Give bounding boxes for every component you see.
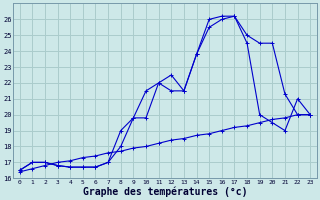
X-axis label: Graphe des températures (°c): Graphe des températures (°c) bbox=[83, 186, 247, 197]
